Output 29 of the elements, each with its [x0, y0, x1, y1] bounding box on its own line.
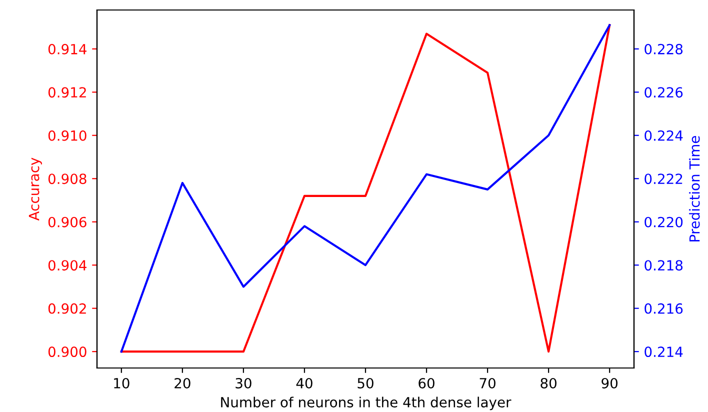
y2-tick-label: 0.228 [644, 44, 683, 54]
x-tick-label: 50 [358, 378, 374, 388]
x-tick-label: 80 [540, 378, 556, 388]
y-tick-label: 0.900 [48, 346, 86, 358]
y-tick-label: 0.906 [48, 216, 86, 228]
y2-tick-label: 0.226 [644, 87, 683, 98]
y2-tick-label: 0.218 [644, 260, 683, 271]
x-tick-label: 20 [174, 378, 190, 388]
y2-tick-label: 0.216 [644, 303, 683, 314]
y-tick-label: 0.914 [48, 44, 86, 54]
y-tick-label: 0.904 [48, 260, 86, 271]
x-tick-label: 30 [236, 378, 252, 388]
y2-tick-label: 0.222 [644, 174, 682, 184]
y-axis-title: Accuracy [28, 158, 42, 221]
x-tick-label: 40 [296, 378, 312, 388]
y2-tick-label: 0.220 [644, 216, 683, 228]
y2-tick-label: 0.224 [644, 130, 683, 141]
x-tick-label: 90 [602, 378, 618, 388]
y2-tick-label: 0.214 [644, 346, 683, 358]
y-tick-label: 0.908 [48, 174, 86, 184]
y2-axis-title: Prediction Time [689, 136, 700, 242]
x-tick-label: 60 [418, 378, 434, 388]
x-axis-title: Number of neurons in the 4th dense layer [221, 396, 512, 410]
x-tick-label: 70 [480, 378, 496, 388]
line-series [120, 24, 611, 353]
x-tick-label: 10 [114, 378, 130, 388]
y-tick-label: 0.912 [48, 87, 86, 98]
y-tick-label: 0.902 [48, 303, 86, 314]
y-tick-label: 0.910 [48, 130, 86, 141]
